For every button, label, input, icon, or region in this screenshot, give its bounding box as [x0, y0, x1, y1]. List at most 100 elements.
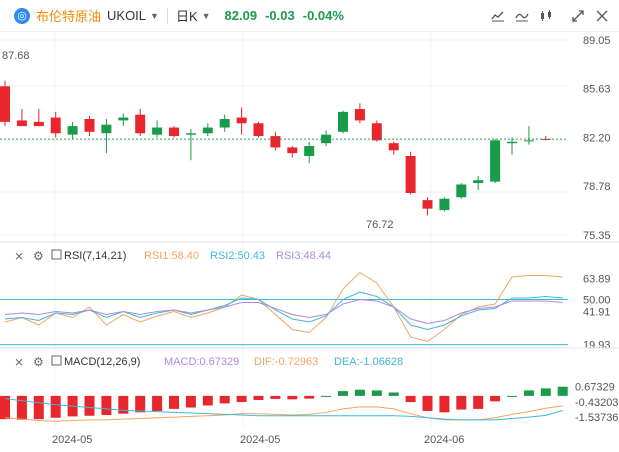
candle	[321, 130, 332, 147]
candle-type-icon[interactable]	[537, 7, 555, 25]
draw-icon[interactable]	[513, 7, 531, 25]
rsi3-legend: RSI3:48.44	[276, 250, 331, 262]
candle-body	[405, 156, 416, 194]
candle	[287, 146, 298, 158]
macd-bar	[118, 395, 129, 414]
collapse-icon[interactable]: ⨯	[14, 355, 24, 369]
macd-bar	[236, 395, 247, 403]
symbol-dropdown-icon[interactable]: ▼	[150, 10, 159, 21]
candle	[84, 116, 95, 137]
macd-bar	[152, 395, 163, 411]
candle-body	[338, 111, 348, 132]
max-price-label: 87.68	[2, 50, 30, 62]
candle-body	[388, 143, 399, 151]
candle-body	[135, 114, 146, 134]
macd-bar	[50, 395, 61, 418]
toolbar	[483, 7, 611, 25]
settings-icon[interactable]: ⚙	[33, 355, 44, 369]
candle-body	[523, 140, 534, 142]
candle-body	[169, 127, 179, 137]
macd-bar	[338, 391, 348, 396]
candle-body	[84, 118, 95, 132]
date-tick-label: 2024-06	[424, 434, 464, 446]
macd-bar	[219, 395, 230, 404]
price-tick-label: 75.35	[583, 230, 611, 242]
symbol-name[interactable]: 布伦特原油	[36, 9, 102, 24]
macd-bar	[270, 395, 281, 399]
macd-header: ⨯ ⚙ MACD(12,26,9) MACD:0.67329 DIF:-0.72…	[14, 355, 403, 369]
macd-bar	[388, 392, 399, 396]
rsi1-legend: RSI1:58.40	[144, 250, 199, 262]
globe-icon: ◎	[14, 7, 30, 24]
macd-bar	[405, 395, 416, 403]
candle	[338, 110, 348, 134]
collapse-icon[interactable]: ⨯	[14, 249, 24, 263]
candle	[118, 113, 129, 127]
price-tick-label: 85.63	[583, 84, 611, 96]
macd-bar	[473, 395, 484, 409]
rsi-line-rsi3	[4, 298, 563, 325]
macd-bar	[84, 395, 95, 416]
candle-body	[422, 200, 433, 209]
candle	[253, 121, 264, 138]
rsi2-legend: RSI2:50.43	[210, 250, 265, 262]
period-selector[interactable]: 日K	[175, 9, 198, 24]
fullscreen-icon[interactable]	[593, 7, 611, 25]
indicator-icon[interactable]	[489, 7, 507, 25]
rsi-tick-label: 50.00	[583, 295, 611, 307]
candle-body	[354, 109, 365, 121]
macd-bar	[321, 395, 332, 397]
price-change: -0.03	[265, 8, 295, 23]
rsi-tick-label: 41.91	[583, 307, 611, 319]
candle-body	[118, 117, 129, 121]
candle-body	[67, 126, 78, 135]
candle-body	[0, 86, 10, 122]
compare-icon[interactable]	[569, 7, 587, 25]
rsi-line-rsi1	[4, 271, 563, 343]
dea-legend: DEA:-1.06628	[334, 356, 403, 368]
symbol-code[interactable]: UKOIL	[107, 8, 147, 23]
expand-icon[interactable]	[51, 355, 62, 366]
candle-body	[101, 124, 112, 134]
rsi-tick-label: 63.89	[583, 274, 611, 286]
rsi-line-rsi2	[4, 291, 563, 331]
macd-bar	[304, 395, 315, 399]
macd-title: MACD(12,26,9)	[64, 356, 140, 368]
macd-legend: MACD:0.67329	[164, 356, 239, 368]
candle	[67, 121, 78, 139]
date-axis: 2024-05 2024-05 2024-06	[52, 434, 464, 446]
candle-body	[321, 134, 332, 144]
macd-bar	[101, 395, 112, 416]
candle-body	[202, 127, 213, 134]
candle-body	[50, 117, 61, 134]
macd-bar	[557, 386, 568, 396]
min-price-label: 76.72	[366, 219, 394, 231]
candle-body	[236, 117, 247, 124]
macd-bar	[523, 390, 534, 396]
macd-line-dea	[4, 398, 563, 421]
macd-bar	[439, 395, 450, 413]
candle-body	[371, 123, 382, 141]
macd-bar	[540, 388, 551, 396]
macd-bar	[287, 395, 298, 400]
candle	[304, 141, 315, 164]
header-divider	[166, 7, 168, 24]
price-axis: 89.05 85.63 82.20 78.78 75.35	[583, 35, 611, 242]
settings-icon[interactable]: ⚙	[33, 249, 44, 263]
expand-icon[interactable]	[51, 249, 62, 260]
candle	[101, 118, 112, 154]
candle	[169, 126, 179, 138]
macd-tick-label: -1.53736	[575, 412, 618, 424]
candle-body	[473, 180, 484, 184]
rsi-header: ⨯ ⚙ RSI(7,14,21) RSI1:58.40 RSI2:50.43 R…	[14, 249, 331, 263]
macd-bar	[490, 395, 501, 402]
candle-body	[439, 198, 450, 211]
candle-body	[287, 147, 298, 154]
price-tick-label: 89.05	[583, 35, 611, 47]
period-dropdown-icon[interactable]: ▼	[201, 10, 211, 21]
price-tick-label: 82.20	[583, 133, 611, 145]
chart-canvas[interactable]: 89.05 85.63 82.20 78.78 75.35 87.68 76.72 ⨯ …	[0, 32, 619, 452]
candle	[354, 103, 365, 124]
candle-body	[304, 146, 315, 157]
